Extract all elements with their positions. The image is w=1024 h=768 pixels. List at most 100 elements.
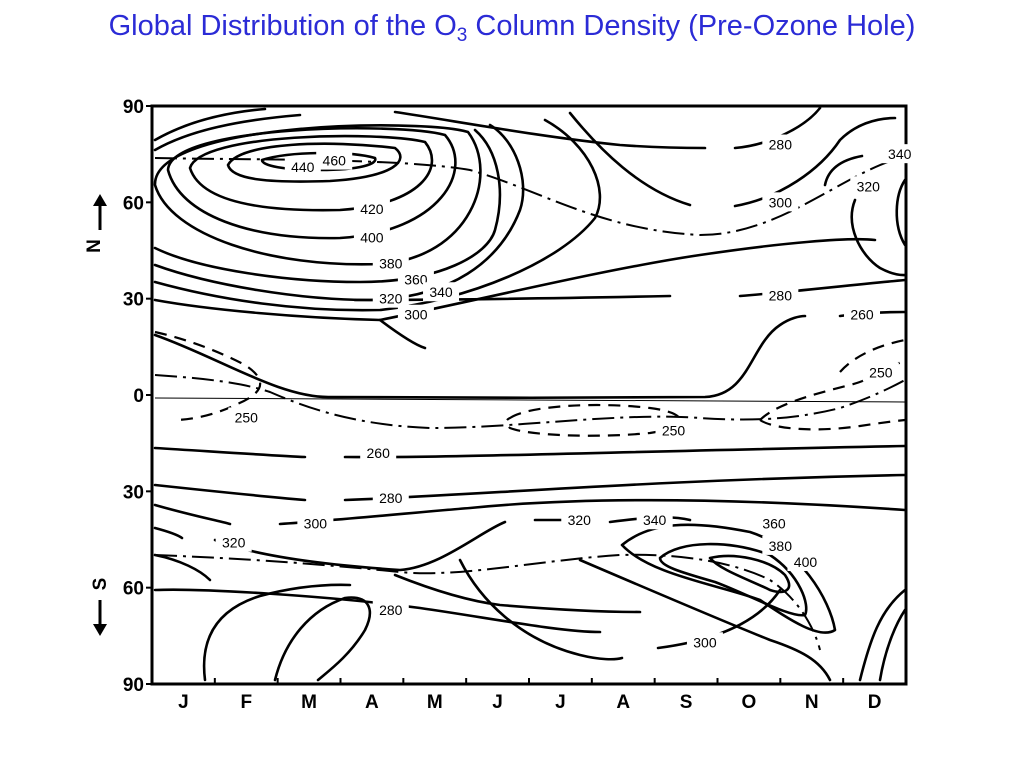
contour-label-bg-10 — [762, 192, 799, 212]
contour-label-bg-19 — [372, 487, 409, 507]
x-tick-label-3: A — [365, 692, 379, 713]
north-indicator: N — [84, 194, 107, 253]
contour-north-top-1 — [153, 107, 267, 142]
contour-label-bg-23 — [636, 510, 673, 530]
y-tick-label-5: 60 — [123, 579, 144, 600]
contour-280-south-left — [153, 483, 307, 502]
contour-label-text-16: 250 — [235, 409, 259, 425]
contour-320-south-right — [213, 520, 507, 572]
contour-label-text-18: 260 — [367, 445, 391, 461]
contour-320 — [153, 118, 602, 312]
contour-label-9: 280 — [762, 134, 799, 154]
contour-label-text-25: 380 — [769, 538, 793, 554]
contour-label-7: 320 — [372, 288, 409, 308]
contour-s-lower-1 — [578, 558, 832, 682]
contour-south-inner-1 — [153, 553, 212, 582]
contour-label-text-3: 400 — [360, 230, 384, 246]
contour-label-13: 280 — [762, 285, 799, 305]
contour-label-3: 400 — [353, 227, 390, 247]
contour-280-band-right — [738, 278, 907, 298]
contour-280-north-right — [733, 106, 822, 150]
contour-300-low — [378, 318, 427, 350]
equator-line — [154, 397, 906, 403]
contour-300-south-bot-r — [656, 588, 782, 650]
contour-label-23: 340 — [636, 510, 673, 530]
contour-label-text-23: 340 — [643, 512, 667, 528]
contour-label-text-2: 420 — [360, 201, 384, 217]
contour-label-text-13: 280 — [769, 287, 793, 303]
contour-label-10: 300 — [762, 192, 799, 212]
contour-label-0: 460 — [316, 150, 353, 170]
x-tick-label-2: M — [301, 692, 317, 713]
contour-label-bg-25 — [762, 535, 799, 555]
contour-label-bg-16 — [228, 407, 265, 427]
contour-label-17: 250 — [655, 420, 692, 440]
contour-label-19: 280 — [372, 487, 409, 507]
contour-300-mid — [568, 111, 692, 207]
x-tick-label-8: S — [680, 692, 693, 713]
contour-300-south-right — [278, 498, 907, 526]
contour-label-text-24: 360 — [762, 515, 786, 531]
contour-label-bg-1 — [284, 157, 321, 177]
contour-400-south — [708, 554, 791, 594]
contour-label-14: 260 — [844, 304, 881, 324]
contour-380 — [153, 124, 482, 266]
contour-label-4: 380 — [372, 253, 409, 273]
contour-label-1: 440 — [284, 157, 321, 177]
contour-280-south-right — [343, 473, 907, 502]
contour-label-28: 300 — [686, 632, 723, 652]
y-tick-label-2: 30 — [123, 290, 144, 311]
contour-label-bg-11 — [881, 144, 918, 164]
contour-label-text-10: 300 — [769, 194, 793, 210]
page-title: Global Distribution of the O3 Column Den… — [108, 10, 916, 46]
contour-label-bg-22 — [561, 510, 598, 530]
contour-260-south-right — [343, 444, 907, 459]
contour-250-dashed-mid — [505, 403, 682, 437]
x-tick-label-10: N — [805, 692, 819, 713]
contour-label-bg-14 — [844, 304, 881, 324]
contour-label-bg-2 — [353, 198, 390, 218]
y-tick-label-3: 0 — [133, 386, 144, 407]
contour-south-inner-2 — [153, 588, 602, 634]
contour-420 — [188, 134, 434, 212]
contour-250-dashed-east3 — [839, 338, 906, 373]
contour-label-bg-20 — [297, 513, 334, 533]
y-tick-label-0: 90 — [123, 97, 144, 118]
contour-label-27: 280 — [372, 600, 409, 620]
contour-label-text-1: 440 — [291, 159, 315, 175]
contour-label-bg-15 — [862, 362, 899, 382]
contour-label-18: 260 — [360, 442, 397, 462]
contour-label-bg-3 — [353, 227, 390, 247]
contour-300-south-loop — [202, 583, 352, 682]
contour-label-text-21: 320 — [222, 535, 246, 551]
contour-260-south — [153, 446, 307, 459]
contour-label-25: 380 — [762, 535, 799, 555]
x-tick-label-1: F — [240, 692, 252, 713]
contour-label-bg-4 — [372, 253, 409, 273]
contour-label-bg-24 — [756, 513, 793, 533]
contour-label-bg-13 — [762, 285, 799, 305]
x-tick-label-0: J — [178, 692, 189, 713]
contour-460 — [260, 151, 377, 172]
contour-label-text-0: 460 — [323, 153, 347, 169]
contour-label-text-20: 300 — [304, 515, 328, 531]
contour-label-bg-26 — [787, 551, 824, 571]
contour-360-south — [620, 523, 837, 634]
contour-250-dashed-east2 — [759, 418, 906, 431]
contour-label-bg-17 — [655, 420, 692, 440]
contour-label-21: 320 — [215, 532, 252, 552]
south-indicator: S — [90, 578, 111, 636]
contour-340-right — [823, 154, 864, 187]
y-tick-label-1: 60 — [123, 193, 144, 214]
y-tick-label-4: 30 — [123, 482, 144, 503]
contour-label-text-8: 300 — [404, 307, 428, 323]
contour-label-text-28: 300 — [693, 634, 717, 650]
contour-320-right — [850, 198, 907, 277]
contour-label-text-11: 340 — [888, 146, 912, 162]
contour-label-bg-7 — [372, 288, 409, 308]
north-label: N — [84, 239, 105, 253]
y-axis: 90 60 30 0 30 60 90 — [123, 97, 152, 696]
contour-280-south-loop — [273, 596, 371, 682]
